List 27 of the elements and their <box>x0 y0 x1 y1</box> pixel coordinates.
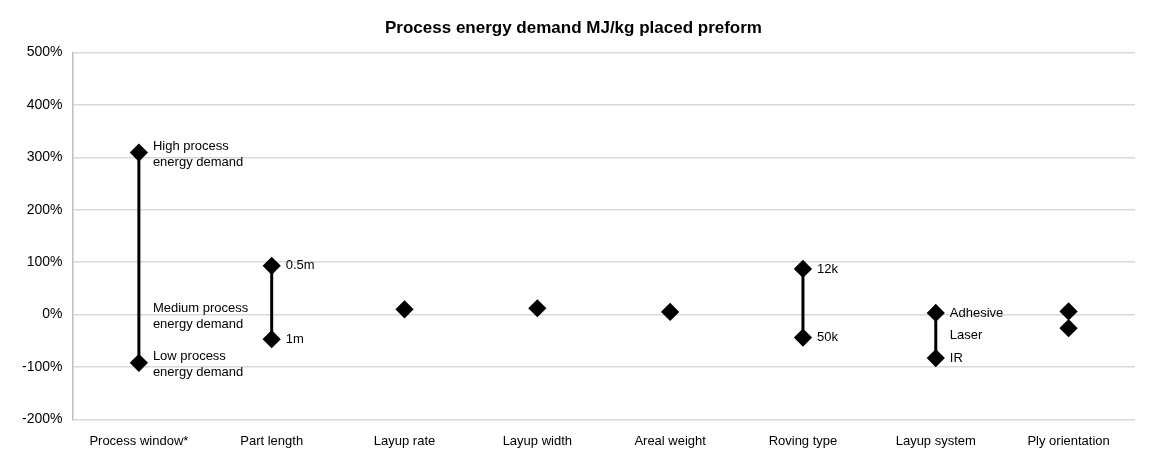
y-tick-label: 500% <box>26 43 63 60</box>
y-tick-label: -100% <box>22 357 63 374</box>
x-tick-label: Process window* <box>89 432 189 448</box>
x-tick-label: Ply orientation <box>1027 432 1110 448</box>
annotation: High process energy demand <box>152 138 244 170</box>
y-tick-label: 100% <box>26 252 63 269</box>
annotation: 12k <box>816 260 839 276</box>
annotation: 1m <box>285 330 304 346</box>
x-tick-label: Layup width <box>502 432 573 448</box>
annotation: IR <box>949 349 963 365</box>
annotation: 0.5m <box>285 257 315 273</box>
x-tick-label: Part length <box>240 432 304 448</box>
y-tick-label: 400% <box>26 95 63 112</box>
annotation: Low process energy demand <box>152 348 244 380</box>
x-tick-label: Layup system <box>895 432 976 448</box>
annotation: Adhesive <box>949 304 1004 320</box>
annotation: Laser <box>949 327 983 343</box>
y-tick-label: 0% <box>42 305 63 322</box>
x-tick-label: Layup rate <box>373 432 436 448</box>
chart-title: Process energy demand MJ/kg placed preform <box>385 17 762 37</box>
x-tick-label: Areal weight <box>634 432 707 448</box>
y-tick-label: 300% <box>26 148 63 165</box>
annotation: 50k <box>816 329 839 345</box>
y-tick-label: 200% <box>26 200 63 217</box>
annotation: Medium process energy demand <box>152 300 249 332</box>
x-tick-label: Roving type <box>768 432 838 448</box>
y-tick-label: -200% <box>22 410 63 427</box>
